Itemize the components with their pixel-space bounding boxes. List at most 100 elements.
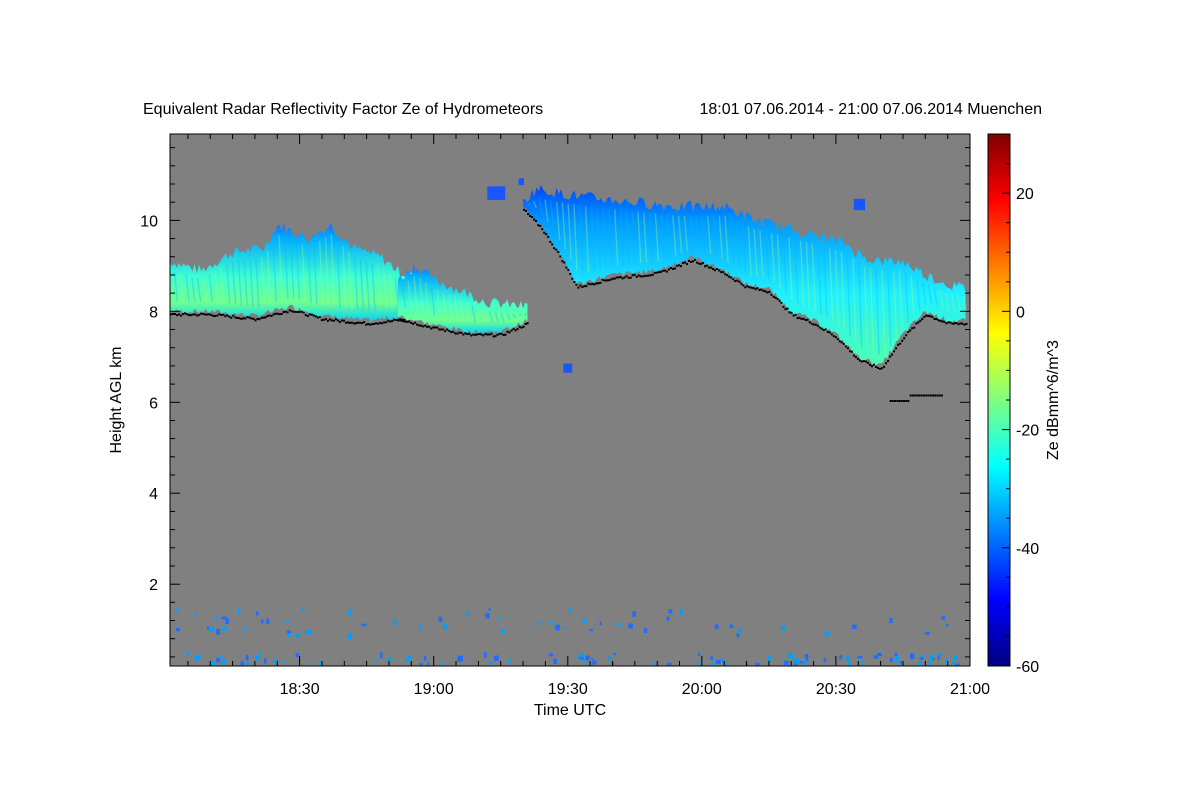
cloud-base-mark (932, 394, 934, 397)
cloud-streak (660, 213, 665, 260)
chart-title: Equivalent Radar Reflectivity Factor Ze … (143, 101, 543, 118)
cloud-streak (266, 250, 272, 304)
cloud-base-mark (478, 333, 481, 335)
clutter-echo (955, 663, 960, 666)
cloud-streak (272, 240, 277, 303)
cloud-base-mark (533, 218, 536, 221)
clutter-echo (780, 625, 786, 631)
cloud-streak (214, 271, 219, 303)
cloud-base-mark (468, 332, 471, 335)
cloud-base-mark (706, 264, 709, 267)
cloud-base-mark (268, 314, 271, 317)
cloud-streak (689, 215, 694, 249)
cloud-base-mark (472, 333, 475, 336)
cloud-streak (707, 215, 712, 255)
cloud-base-mark (669, 267, 672, 269)
cloud-base-mark (539, 225, 542, 227)
clutter-echo (295, 653, 300, 657)
clutter-echo (792, 658, 797, 661)
cloud-base-mark (708, 266, 711, 269)
cloud-base-mark (788, 311, 791, 314)
cloud-base-mark (914, 394, 917, 397)
clutter-echo (857, 656, 863, 659)
cloud-streak (465, 302, 470, 323)
cloud-base-mark (918, 394, 921, 397)
cloud-base-mark (641, 275, 644, 278)
cloud-base-mark (597, 282, 600, 285)
clutter-echo (618, 622, 621, 627)
cloud-base-mark (896, 400, 899, 402)
cloud-streak (927, 285, 933, 304)
cloud-base-mark (296, 311, 299, 313)
cloud-base-mark (575, 283, 578, 286)
cloud-streak (561, 202, 567, 250)
clutter-echo (283, 660, 286, 664)
cloud-base-mark (937, 319, 940, 322)
cloud-base-mark (330, 319, 333, 322)
colorbar-ticks: 20 0 -20 -40 -60 (1002, 133, 1039, 676)
cloud-base-mark (412, 322, 414, 325)
cloud-streak (823, 246, 828, 318)
cloud-streak (377, 265, 382, 311)
cloud-body (170, 222, 421, 323)
cloud-base-mark (559, 255, 562, 258)
clutter-echo (697, 652, 701, 656)
cloud-base-mark (232, 314, 235, 317)
cloud-base-mark (905, 334, 908, 337)
cloud-base-mark (403, 319, 406, 321)
cloud-base-mark (828, 331, 831, 334)
cloud-base-mark (730, 276, 733, 279)
cloud-streak (811, 243, 816, 311)
y-tick-label: 4 (149, 486, 158, 503)
cloud-base-mark (292, 310, 295, 313)
clutter-echo (847, 662, 852, 666)
clutter-echo (245, 654, 249, 661)
cloud-base-mark (430, 327, 433, 330)
cloud-base-mark (282, 311, 285, 314)
cloud-base-mark (696, 261, 698, 264)
plot-border (169, 133, 971, 667)
cloud-streak (916, 278, 921, 311)
cloud-base-mark (879, 367, 882, 370)
cloud-base-mark (923, 394, 926, 397)
cloud-base-mark (858, 359, 861, 362)
cloud-base-mark (941, 320, 944, 323)
clutter-echo (222, 626, 227, 631)
cloud-base-mark (318, 316, 321, 319)
cloud-base-mark (422, 325, 425, 328)
clutter-echo (408, 655, 412, 660)
cloud-base-mark (744, 286, 747, 289)
cloud-base-mark (270, 315, 273, 317)
cloud-base-mark (657, 271, 660, 274)
clutter-echo (578, 653, 584, 658)
cloud-base-mark (246, 316, 249, 318)
x-axis: 18:30 19:00 19:30 20:00 20:30 21:00 (187, 134, 990, 698)
cloud-streak (307, 247, 312, 303)
clutter-echo (767, 656, 772, 662)
cloud-streak (753, 228, 758, 277)
cloud-base-mark (867, 361, 869, 364)
cloud-base-mark (804, 319, 807, 321)
cloud-base-mark (216, 314, 219, 317)
cloud-base-mark (404, 320, 406, 323)
cloud-base-mark (522, 325, 525, 328)
cloud-base-mark (518, 325, 521, 328)
colorbar-tick-label: 20 (1016, 186, 1034, 203)
clutter-echo (581, 657, 585, 662)
cloud-base-mark (284, 310, 287, 313)
cloud-streak (962, 296, 967, 312)
cloud-base-mark (832, 335, 835, 338)
colorbar-tick-label: 0 (1016, 304, 1025, 321)
cloud-base-mark (264, 316, 267, 319)
cloud-streak (330, 234, 335, 308)
y-tick-label: 10 (140, 213, 158, 230)
cloud-layers (170, 178, 968, 666)
cloud-base-mark (692, 260, 694, 263)
cloud-base-mark (875, 365, 877, 368)
cloud-base-mark (752, 287, 755, 289)
clutter-echo (286, 630, 291, 634)
cloud-base-mark (312, 314, 315, 317)
cloud-base-mark (230, 316, 233, 319)
cloud-streak (202, 278, 208, 303)
cloud-streak (488, 311, 494, 323)
